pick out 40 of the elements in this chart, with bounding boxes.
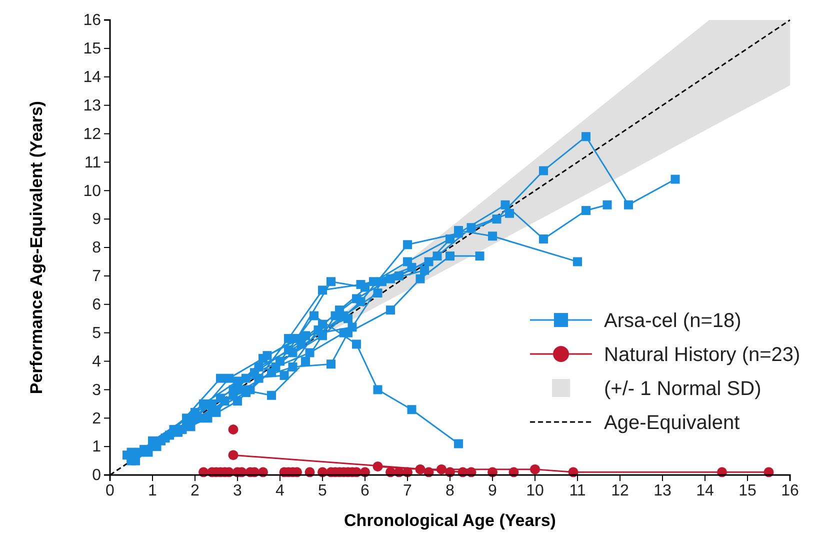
- x-tick-label: 2: [190, 482, 200, 500]
- y-tick-label: 8: [92, 240, 102, 257]
- x-tick-label: 11: [569, 482, 586, 500]
- x-tick-label: 1: [148, 482, 158, 500]
- x-tick-label: 12: [611, 482, 629, 500]
- y-tick-label: 2: [92, 410, 102, 428]
- legend-label: Age-Equivalent: [604, 412, 740, 434]
- legend-label: Natural History (n=23): [604, 344, 800, 366]
- x-tick-label: 4: [276, 482, 285, 500]
- y-tick-label: 3: [92, 382, 102, 399]
- x-tick-label: 3: [233, 482, 242, 500]
- y-tick-label: 12: [83, 126, 102, 143]
- y-axis-title: Performance Age-Equivalent (Years): [27, 100, 46, 394]
- x-tick-label: 0: [106, 482, 115, 500]
- x-tick-label: 5: [318, 482, 328, 500]
- y-tick-label: 15: [83, 40, 102, 58]
- x-tick-label: 14: [696, 482, 714, 500]
- y-tick-label: 9: [92, 211, 102, 228]
- x-tick-label: 15: [738, 482, 756, 500]
- x-tick-label: 13: [654, 482, 672, 500]
- x-axis-title: Chronological Age (Years): [344, 511, 556, 530]
- x-tick-label: 6: [360, 482, 370, 500]
- legend-label: Arsa-cel (n=18): [604, 310, 742, 332]
- y-tick-label: 6: [92, 296, 102, 314]
- x-tick-label: 7: [403, 482, 412, 500]
- y-tick-label: 16: [83, 12, 102, 30]
- x-tick-label: 16: [781, 482, 799, 500]
- x-tick-label: 10: [526, 482, 544, 500]
- y-tick-label: 5: [92, 324, 102, 342]
- y-tick-label: 13: [83, 97, 102, 114]
- annotation: (+/- 1 Normal SD): [604, 378, 762, 400]
- y-tick-label: 14: [83, 68, 102, 86]
- y-tick-label: 4: [92, 353, 102, 370]
- y-tick-label: 7: [92, 268, 102, 286]
- y-tick-label: 11: [84, 154, 102, 172]
- y-tick-label: 10: [83, 182, 102, 200]
- x-tick-label: 8: [446, 482, 455, 500]
- x-tick-label: 9: [488, 482, 498, 500]
- y-tick-label: 0: [92, 467, 102, 484]
- y-tick-label: 1: [92, 438, 102, 456]
